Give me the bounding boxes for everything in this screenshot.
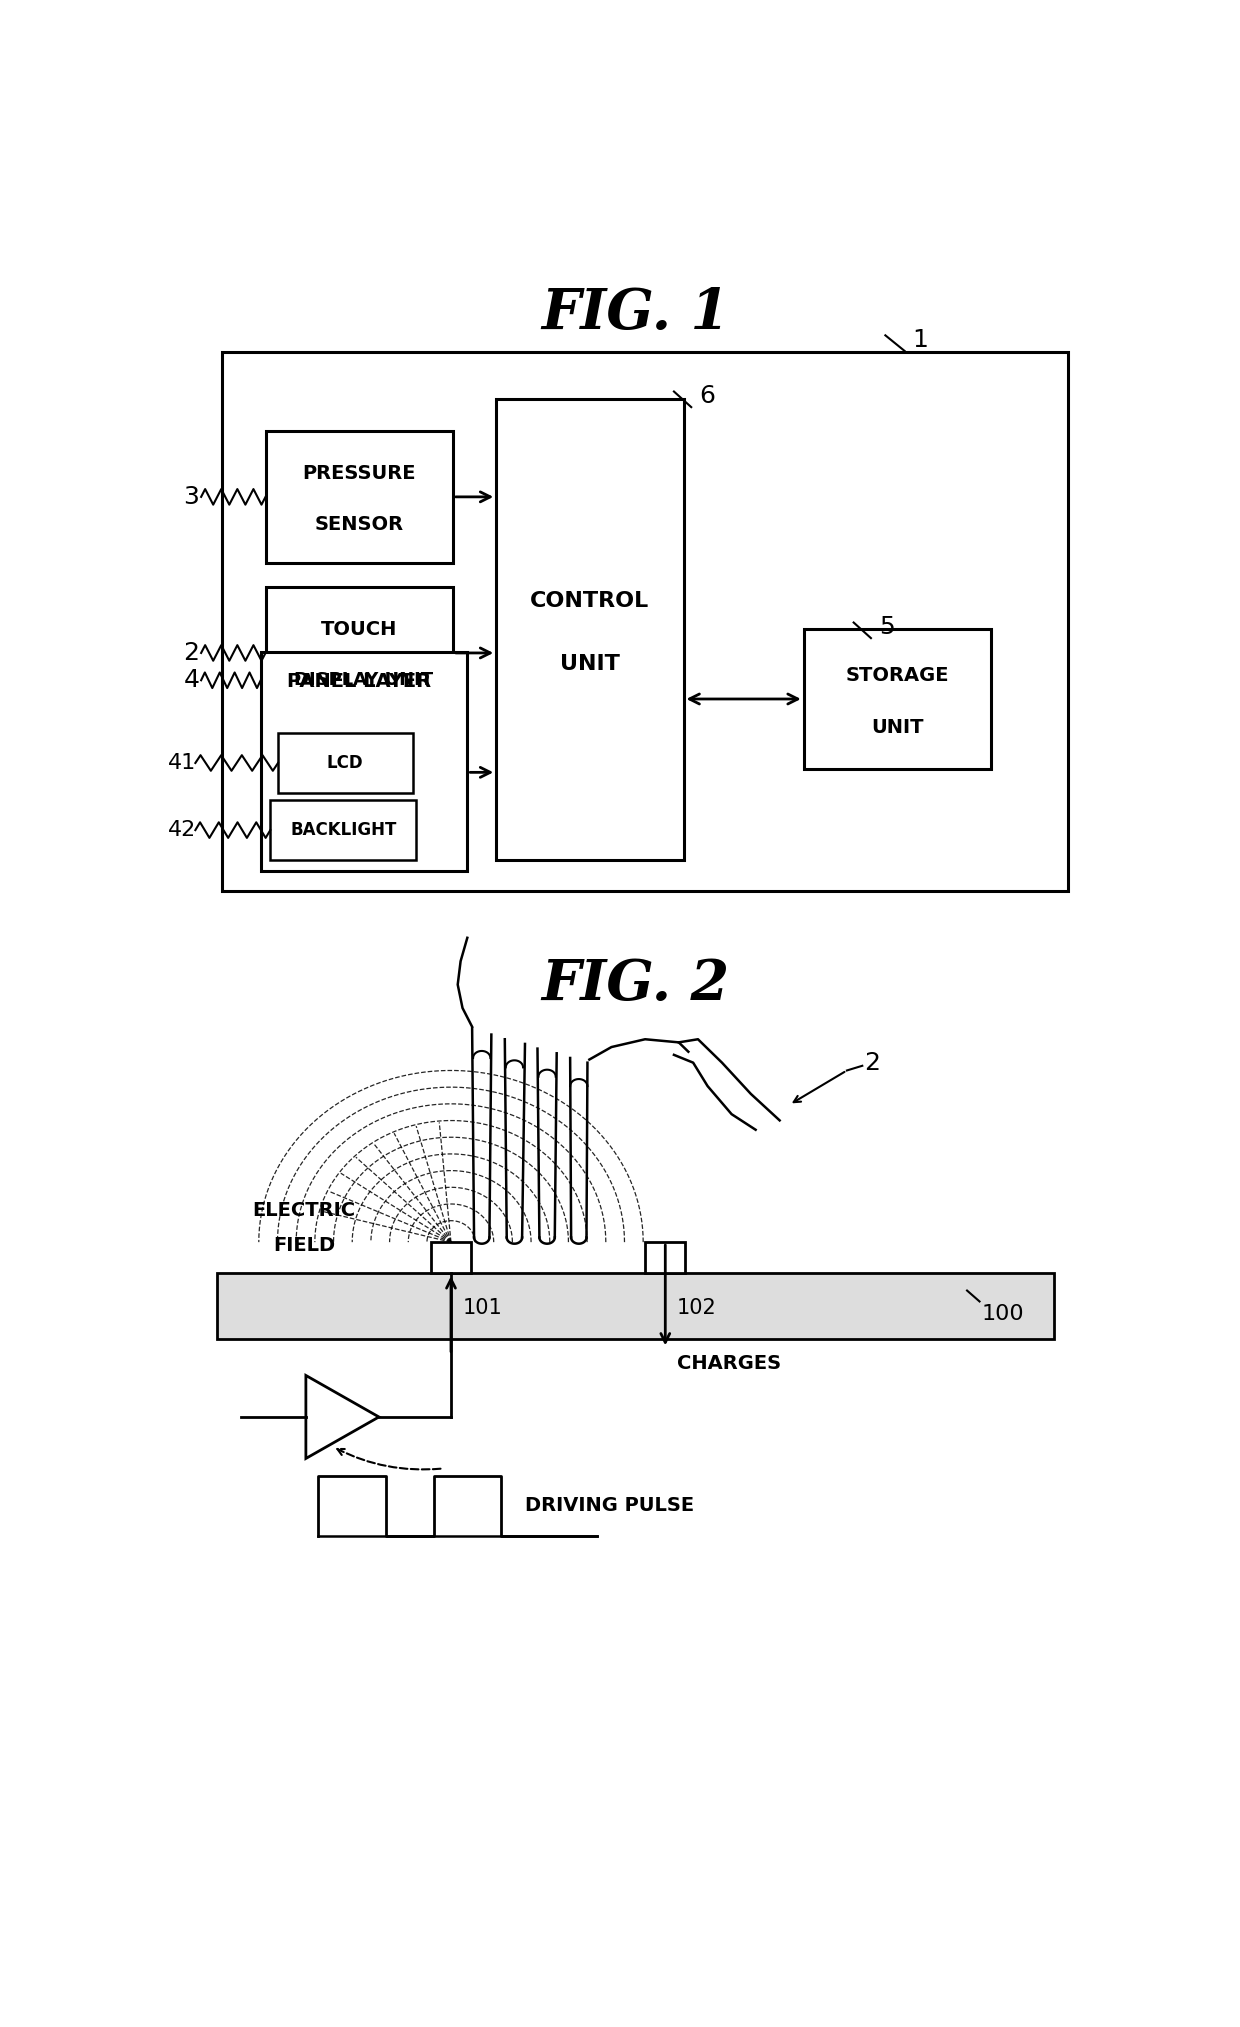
Text: PANEL LAYER: PANEL LAYER [288,671,432,691]
Bar [804,628,991,768]
Text: FIELD: FIELD [273,1236,335,1255]
Text: DISPLAY UNIT: DISPLAY UNIT [294,671,434,689]
Text: STORAGE: STORAGE [846,667,949,685]
Text: FIG. 2: FIG. 2 [542,957,729,1011]
Text: 4: 4 [184,669,200,693]
Bar [265,586,453,720]
Text: 1: 1 [913,328,929,353]
Text: CHARGES: CHARGES [677,1354,781,1374]
Bar [217,1273,1054,1340]
Bar [270,801,417,859]
Polygon shape [306,1376,379,1459]
Bar [645,1243,686,1273]
Text: 6: 6 [699,385,715,407]
Bar [278,734,413,793]
Text: TOUCH: TOUCH [321,620,397,639]
Text: CONTROL: CONTROL [531,592,650,612]
Bar [222,353,1068,892]
Text: 2: 2 [184,641,200,665]
Text: 3: 3 [184,484,200,509]
Text: 101: 101 [463,1297,502,1318]
Text: LCD: LCD [327,754,363,772]
Text: DRIVING PULSE: DRIVING PULSE [525,1496,694,1516]
Text: PRESSURE: PRESSURE [303,464,415,482]
Text: FIG. 1: FIG. 1 [542,286,729,341]
Text: UNIT: UNIT [560,655,620,673]
Bar [260,653,467,872]
Text: 42: 42 [167,821,196,839]
Text: ELECTRIC: ELECTRIC [253,1202,356,1220]
Bar [265,430,453,564]
Text: 100: 100 [982,1303,1024,1324]
Text: 41: 41 [167,752,196,772]
Bar [496,399,683,859]
Text: 5: 5 [879,614,894,639]
Text: 2: 2 [864,1050,880,1074]
Text: BACKLIGHT: BACKLIGHT [290,821,397,839]
Text: SENSOR: SENSOR [315,515,404,535]
Text: UNIT: UNIT [872,718,924,736]
Bar [430,1243,471,1273]
Text: 102: 102 [677,1297,717,1318]
